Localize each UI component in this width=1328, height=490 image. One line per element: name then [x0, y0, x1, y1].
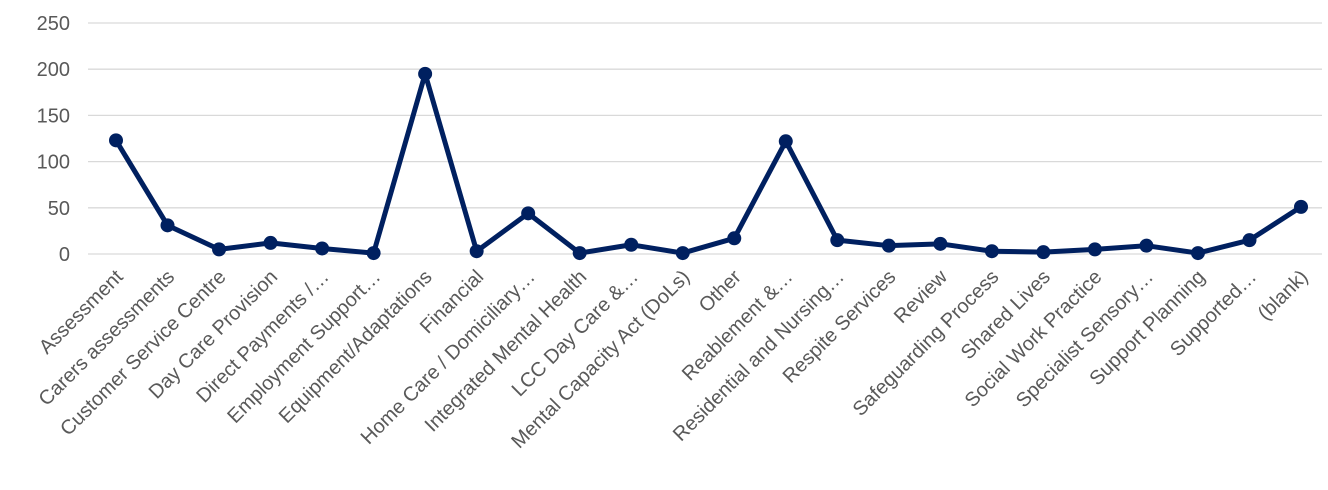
series-line-path — [113, 71, 1303, 256]
data-point — [830, 233, 845, 248]
data-point — [469, 244, 484, 259]
data-point — [675, 246, 690, 261]
y-tick-label: 100 — [37, 152, 70, 174]
data-point — [1190, 246, 1205, 261]
data-point — [263, 235, 278, 250]
data-point — [315, 241, 330, 256]
data-point — [933, 236, 948, 251]
data-point — [881, 238, 896, 253]
series-points — [109, 66, 1308, 261]
data-point — [366, 246, 381, 261]
y-axis-ticks: 0 50 100 150 200 250 — [37, 13, 70, 266]
y-tick-label: 50 — [48, 198, 70, 220]
data-point — [212, 242, 227, 257]
data-point — [521, 206, 536, 221]
data-point — [624, 237, 639, 252]
x-tick-label: (blank) — [1254, 266, 1313, 325]
x-tick-label: Shared Lives — [957, 266, 1055, 364]
y-tick-label: 200 — [37, 59, 70, 81]
data-point — [727, 231, 742, 246]
data-point — [109, 133, 123, 148]
data-point — [418, 66, 433, 81]
series-line — [113, 71, 1303, 256]
y-tick-label: 150 — [37, 105, 70, 127]
y-tick-label: 250 — [37, 13, 70, 35]
gridlines — [88, 22, 1322, 255]
data-point — [1242, 233, 1257, 248]
data-point — [984, 244, 999, 259]
data-point — [1294, 199, 1308, 214]
y-tick-label: 0 — [59, 244, 70, 266]
data-point — [572, 246, 587, 261]
data-point — [1087, 242, 1102, 257]
data-point — [1139, 238, 1154, 253]
data-point — [778, 134, 793, 149]
data-point — [1036, 245, 1051, 260]
data-point — [160, 218, 175, 233]
